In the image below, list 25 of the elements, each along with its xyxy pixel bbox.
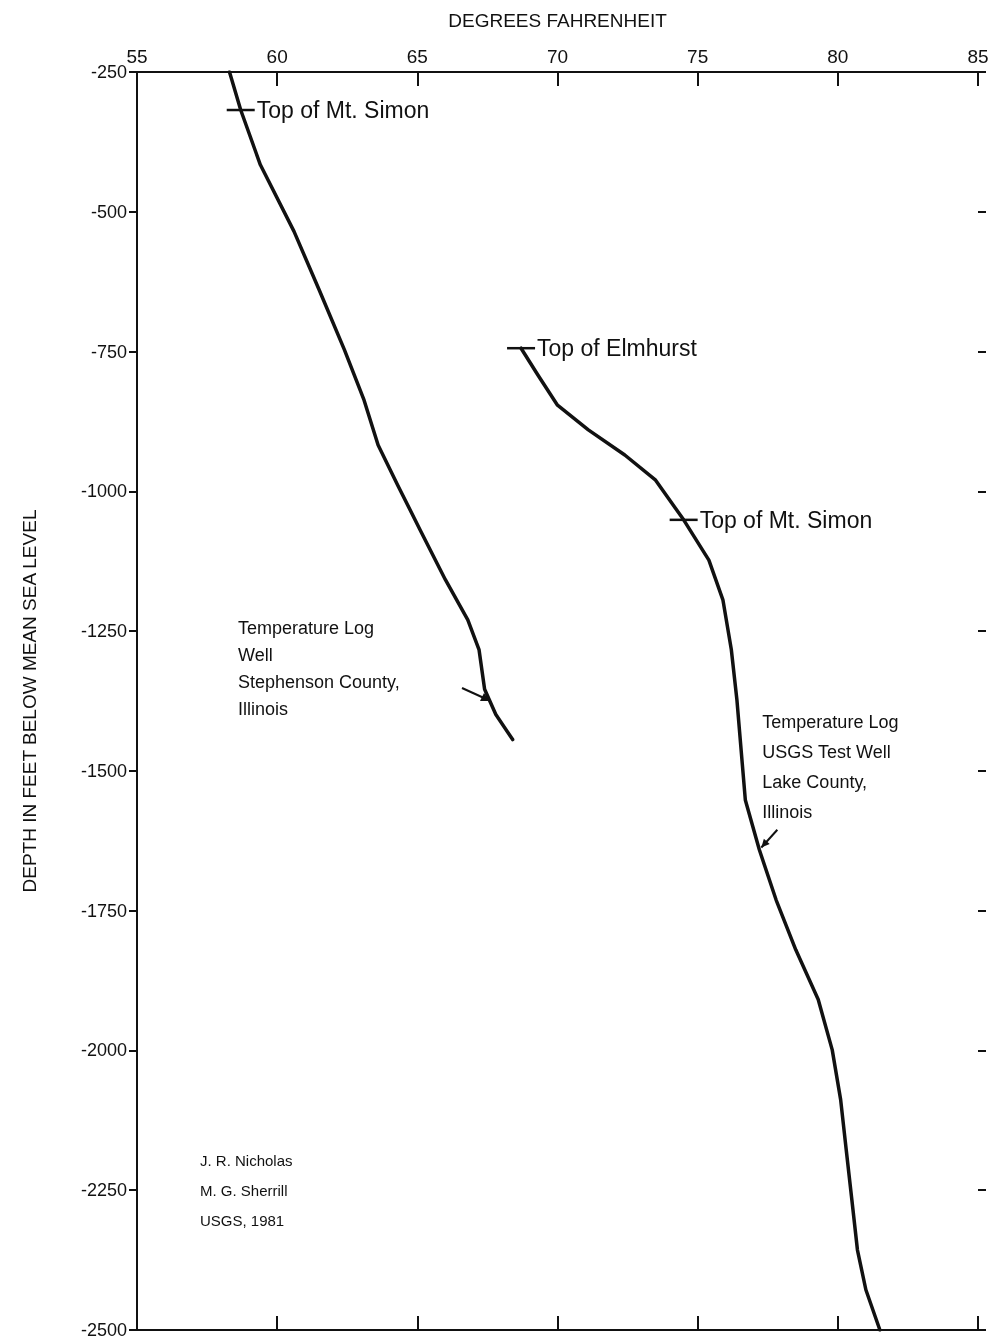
y-tick-label: -1000 <box>80 481 127 502</box>
annotation: Top of Mt. Simon <box>699 506 873 533</box>
annotation: Temperature Log USGS Test Well Lake County, Illinois <box>762 711 899 822</box>
y-tick-label: -2000 <box>80 1040 127 1061</box>
x-tick-label: 65 <box>406 46 428 67</box>
y-tick-label: -750 <box>90 341 127 362</box>
y-tick-label: -500 <box>90 201 127 222</box>
y-tick-label: -2250 <box>80 1180 127 1201</box>
annotation: J. R. Nicholas M. G. Sherrill USGS, 1981 <box>200 1151 293 1229</box>
y-axis-title: DEPTH IN FEET BELOW MEAN SEA LEVEL <box>19 509 40 893</box>
x-tick-label: 85 <box>967 46 989 67</box>
annotation: Top of Mt. Simon <box>256 97 430 124</box>
x-tick-label: 80 <box>827 46 849 67</box>
x-tick-label: 55 <box>126 46 148 67</box>
x-tick-label: 60 <box>266 46 288 67</box>
y-tick-label: -250 <box>90 62 127 82</box>
y-tick-label: -1250 <box>80 621 127 642</box>
x-tick-label: 70 <box>546 46 569 67</box>
annotation: Temperature Log Well Stephenson County, Illinois <box>238 617 400 719</box>
x-tick-label: 75 <box>687 46 709 67</box>
annotation: Top of Elmhurst <box>537 335 698 362</box>
y-tick-label: -1750 <box>80 900 127 921</box>
y-tick-label: -2500 <box>80 1320 127 1339</box>
y-tick-label: -1500 <box>80 760 127 781</box>
x-axis-title: DEGREES FAHRENHEIT <box>448 10 668 31</box>
